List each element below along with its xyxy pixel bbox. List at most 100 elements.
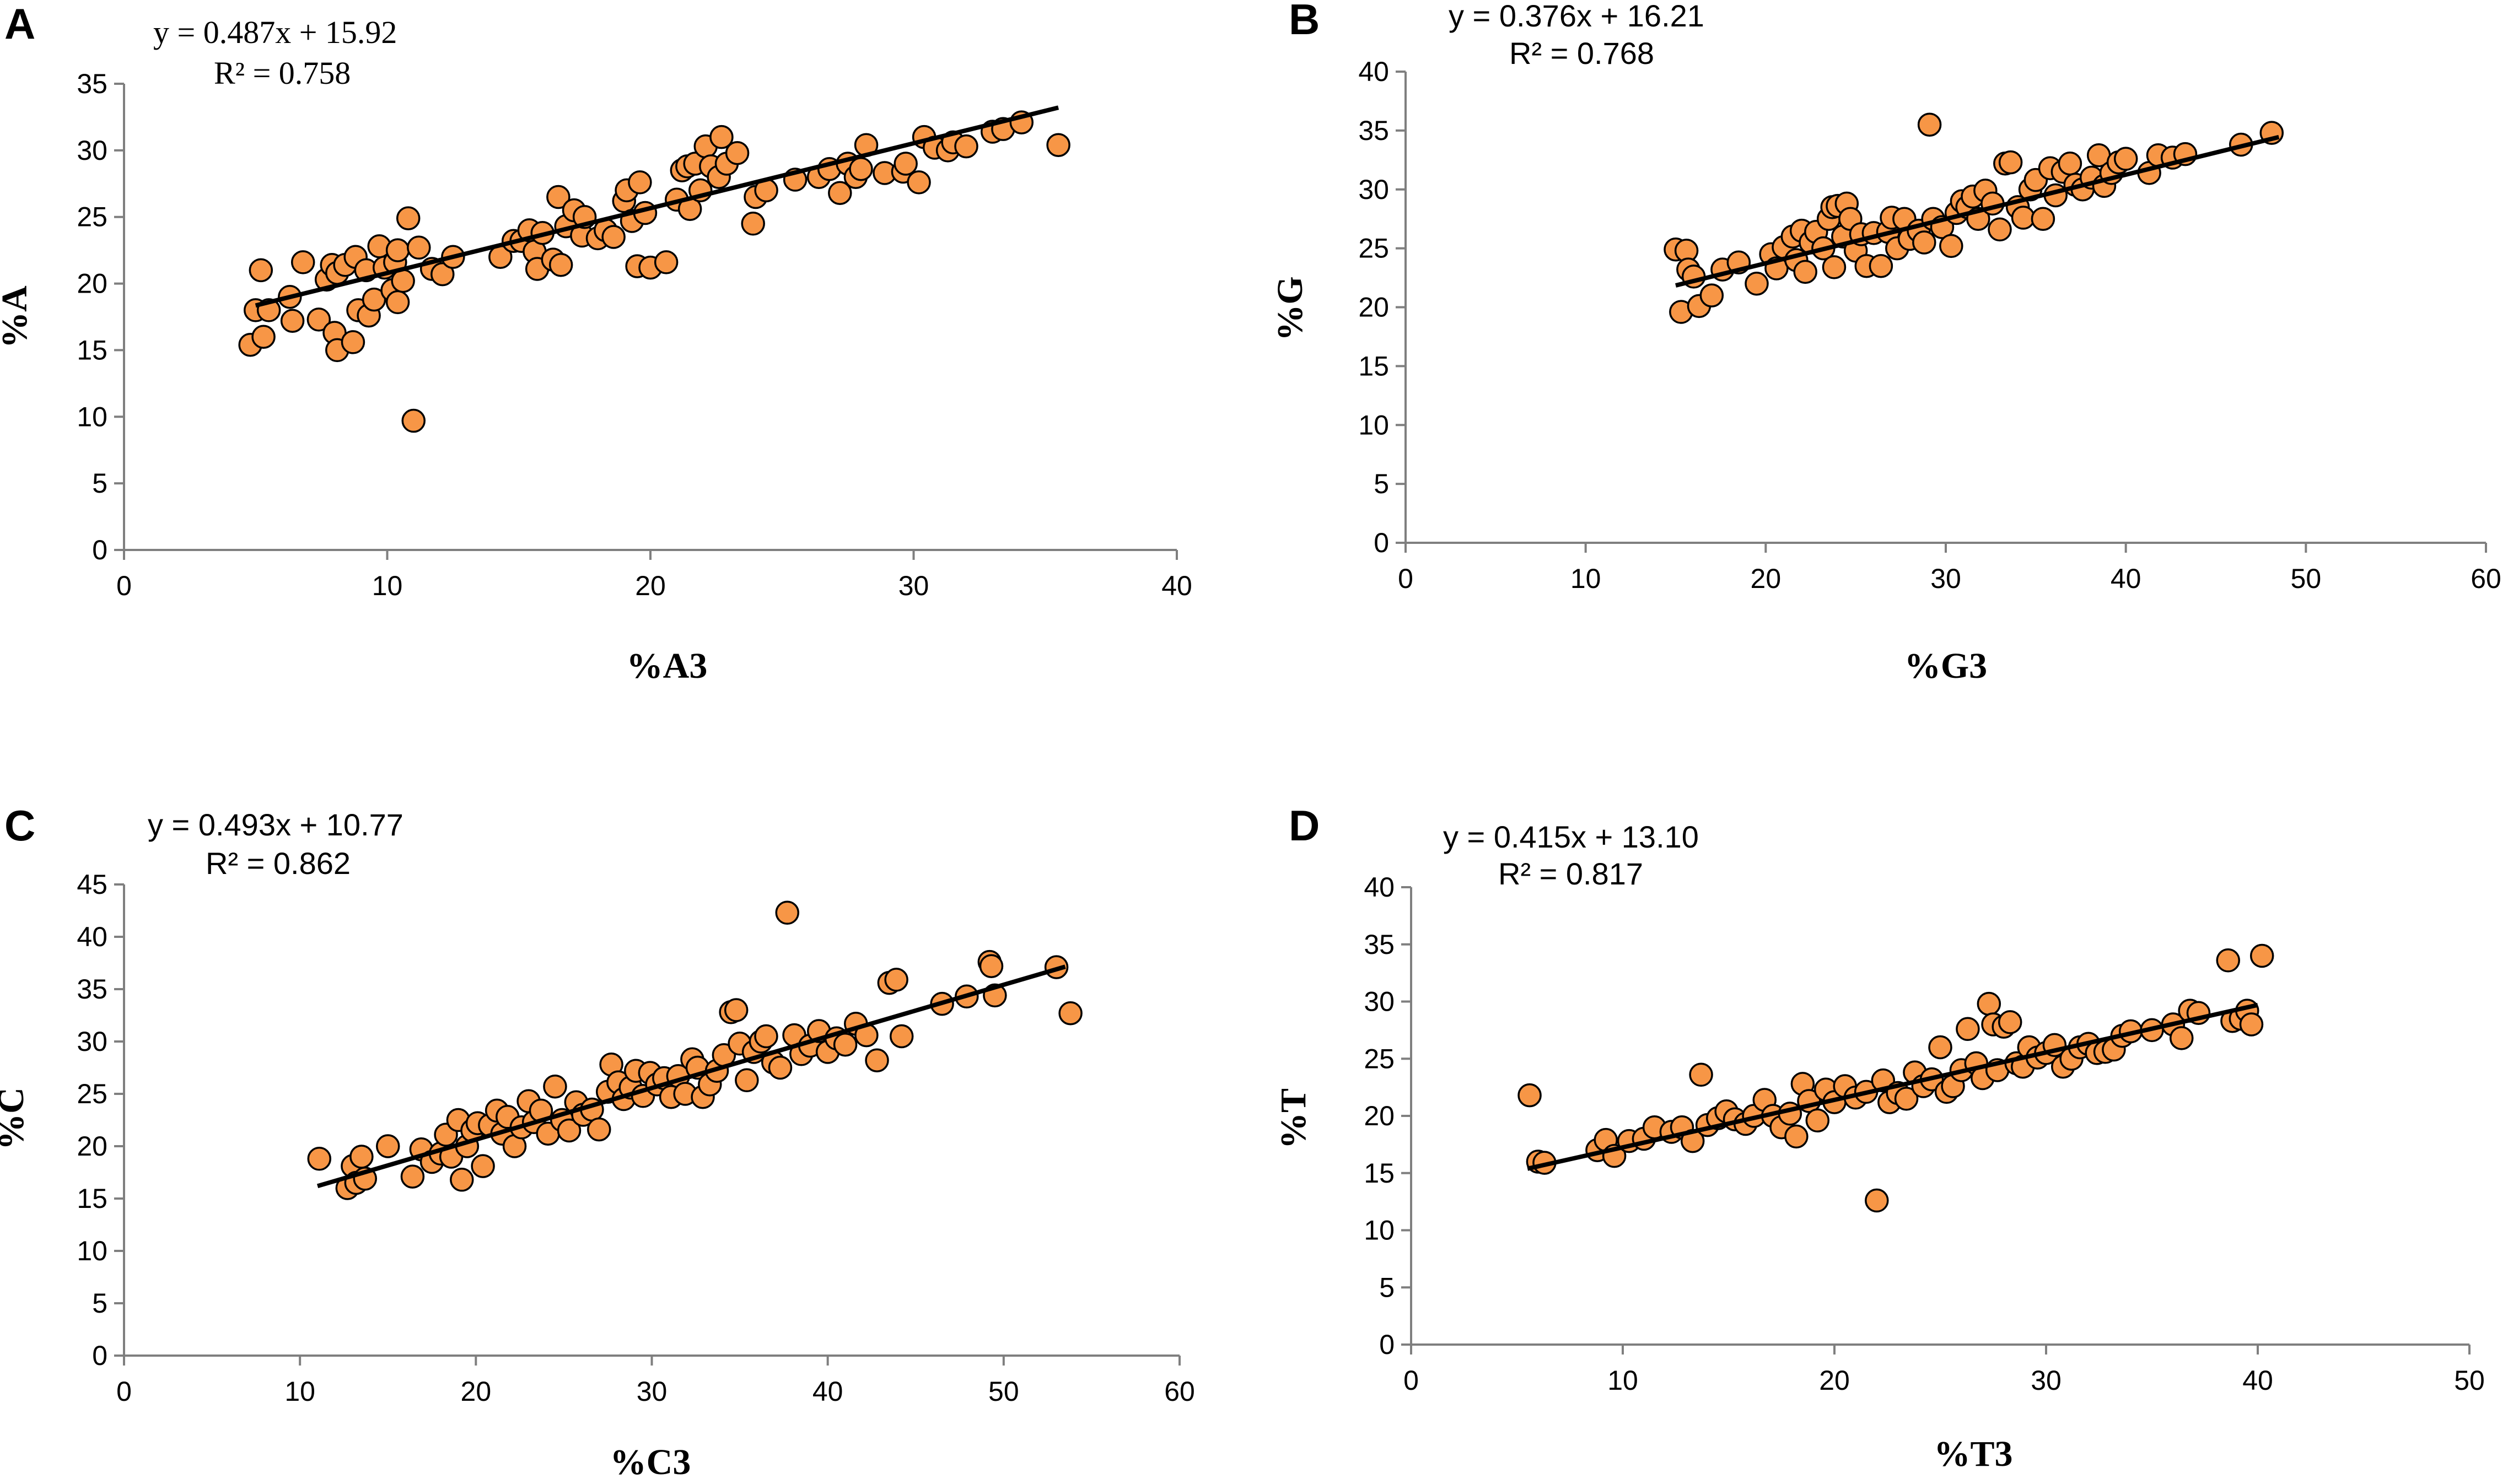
panel-b-x-axis-title: %G3	[1904, 646, 1987, 686]
panel-d-x-axis-title: %T3	[1934, 1434, 2012, 1474]
panel-a-data-point	[280, 309, 305, 333]
panel-b-data-point	[1998, 150, 2023, 175]
panel-a-y-tick-label: 25	[77, 202, 107, 233]
panel-d-y-tick-label: 10	[1364, 1215, 1395, 1246]
panel-b-data-point	[2113, 147, 2138, 171]
panel-a-y-tick-label: 5	[92, 468, 107, 499]
panel-c-y-tick-label: 5	[92, 1288, 107, 1319]
panel-b-y-tick-label: 20	[1358, 292, 1389, 323]
panel-c-x-tick-label: 10	[284, 1376, 315, 1407]
panel-a-data-point	[709, 125, 734, 149]
panel-b-r-squared: R² = 0.768	[1509, 36, 1654, 71]
panel-a-x-tick-label: 10	[372, 570, 403, 601]
panel-c-letter: C	[4, 801, 35, 850]
panel-b-x-tick-label: 50	[2291, 563, 2322, 594]
panel-a-data-point	[894, 152, 918, 176]
panel-c-y-tick-label: 10	[77, 1235, 107, 1266]
panel-b-data-point	[1793, 260, 1817, 284]
panel-a-y-tick-label: 0	[92, 535, 107, 565]
panel-a-data-point	[954, 134, 978, 159]
panel-a-data-point	[401, 408, 426, 433]
panel-a-data-point	[849, 157, 873, 181]
panel-c-data-point	[724, 998, 749, 1022]
panel-c-data-point	[587, 1117, 611, 1142]
panel-c-equation: y = 0.493x + 10.77	[148, 807, 403, 842]
panel-d-data-point	[2249, 943, 2274, 968]
panel-c-data-point	[833, 1032, 858, 1057]
panel-d-data-point	[2216, 948, 2240, 973]
panel-a-data-point	[396, 206, 421, 230]
panel-b-data-point	[1869, 253, 1893, 278]
panel-c-data-point	[735, 1068, 759, 1093]
panel-b-letter: B	[1289, 0, 1320, 44]
panel-b-data-point	[1822, 255, 1847, 279]
panel-d-data-point	[1928, 1035, 1952, 1060]
panel-a-y-tick-label: 10	[77, 401, 107, 432]
panel-d-data-point	[2170, 1026, 2194, 1050]
panel-d-data-point	[1689, 1062, 1713, 1087]
panel-c-data-point	[865, 1048, 889, 1072]
panel-c-x-tick-label: 40	[812, 1376, 843, 1407]
panel-b-y-tick-label: 0	[1374, 527, 1389, 558]
panel-d-x-tick-label: 0	[1403, 1365, 1419, 1396]
panel-c-data-point	[754, 1024, 778, 1049]
panel-d-equation: y = 0.415x + 13.10	[1443, 819, 1699, 854]
panel-a-r-squared: R² = 0.758	[214, 55, 351, 91]
panel-c-y-axis-title: %C	[0, 1087, 31, 1150]
panel-a-data-point	[548, 252, 573, 277]
panel-c-data-point	[471, 1154, 495, 1178]
panel-c-x-tick-label: 0	[116, 1376, 132, 1407]
panel-b-data-point	[1939, 234, 1963, 258]
panel-a-data-point	[249, 258, 273, 283]
panel-a-data-point	[251, 325, 276, 349]
panel-a-data-point	[430, 262, 455, 287]
panel-c-x-tick-label: 60	[1164, 1376, 1195, 1407]
panel-c-y-tick-label: 25	[77, 1078, 107, 1109]
panel-d-x-tick-label: 50	[2454, 1365, 2485, 1396]
panel-b-y-tick-label: 25	[1358, 233, 1389, 264]
panel-d-y-tick-label: 5	[1379, 1272, 1395, 1303]
panel-d-data-point	[1517, 1083, 1542, 1108]
panel-a-data-point	[407, 235, 431, 260]
panel-d-data-point	[1784, 1124, 1809, 1149]
panel-b-y-tick-label: 10	[1358, 409, 1389, 440]
panel-c-data-point	[376, 1134, 400, 1158]
panel-a-data-point	[741, 212, 765, 236]
panel-c-data-point	[450, 1168, 474, 1192]
panel-b-trendline	[1675, 134, 2280, 288]
panel-a-data-point	[341, 330, 365, 354]
panel-b-data-point	[2031, 207, 2055, 231]
panel-d-data-point	[1805, 1108, 1830, 1133]
panel-a-data-point	[385, 290, 410, 315]
panel-d-x-tick-label: 30	[2031, 1365, 2062, 1396]
panel-b-equation: y = 0.376x + 16.21	[1449, 0, 1704, 33]
panel-d-data-point	[1894, 1087, 1919, 1111]
panel-c-r-squared: R² = 0.862	[206, 846, 351, 881]
panel-c-y-tick-label: 30	[77, 1026, 107, 1057]
panel-b-data-point	[2011, 206, 2036, 230]
panel-b-data-point	[2058, 151, 2082, 176]
panel-c-data-point	[349, 1145, 374, 1169]
panel-c-x-axis-title: %C3	[610, 1442, 691, 1482]
panel-d-x-tick-label: 40	[2242, 1365, 2273, 1396]
panel-b-data-point	[1912, 230, 1936, 255]
panel-c-data-point	[775, 900, 800, 925]
panel-a-x-axis-title: %A3	[627, 646, 708, 686]
panel-a-y-tick-label: 20	[77, 268, 107, 299]
panel-a-x-tick-label: 0	[116, 570, 132, 601]
panel-c-data-point	[307, 1147, 332, 1171]
panel-a-y-tick-label: 30	[77, 135, 107, 166]
panel-b-data-point	[1745, 272, 1769, 296]
panel-d-y-tick-label: 35	[1364, 929, 1395, 960]
panel-c-y-tick-label: 20	[77, 1131, 107, 1162]
panel-d-y-tick-label: 40	[1364, 872, 1395, 903]
panel-d-r-squared: R² = 0.817	[1498, 856, 1643, 891]
panel-c-x-tick-label: 50	[988, 1376, 1019, 1407]
panel-a-data-point	[907, 170, 931, 195]
panel-d-data-point	[1977, 991, 2001, 1016]
panel-b-y-tick-label: 30	[1358, 174, 1389, 205]
